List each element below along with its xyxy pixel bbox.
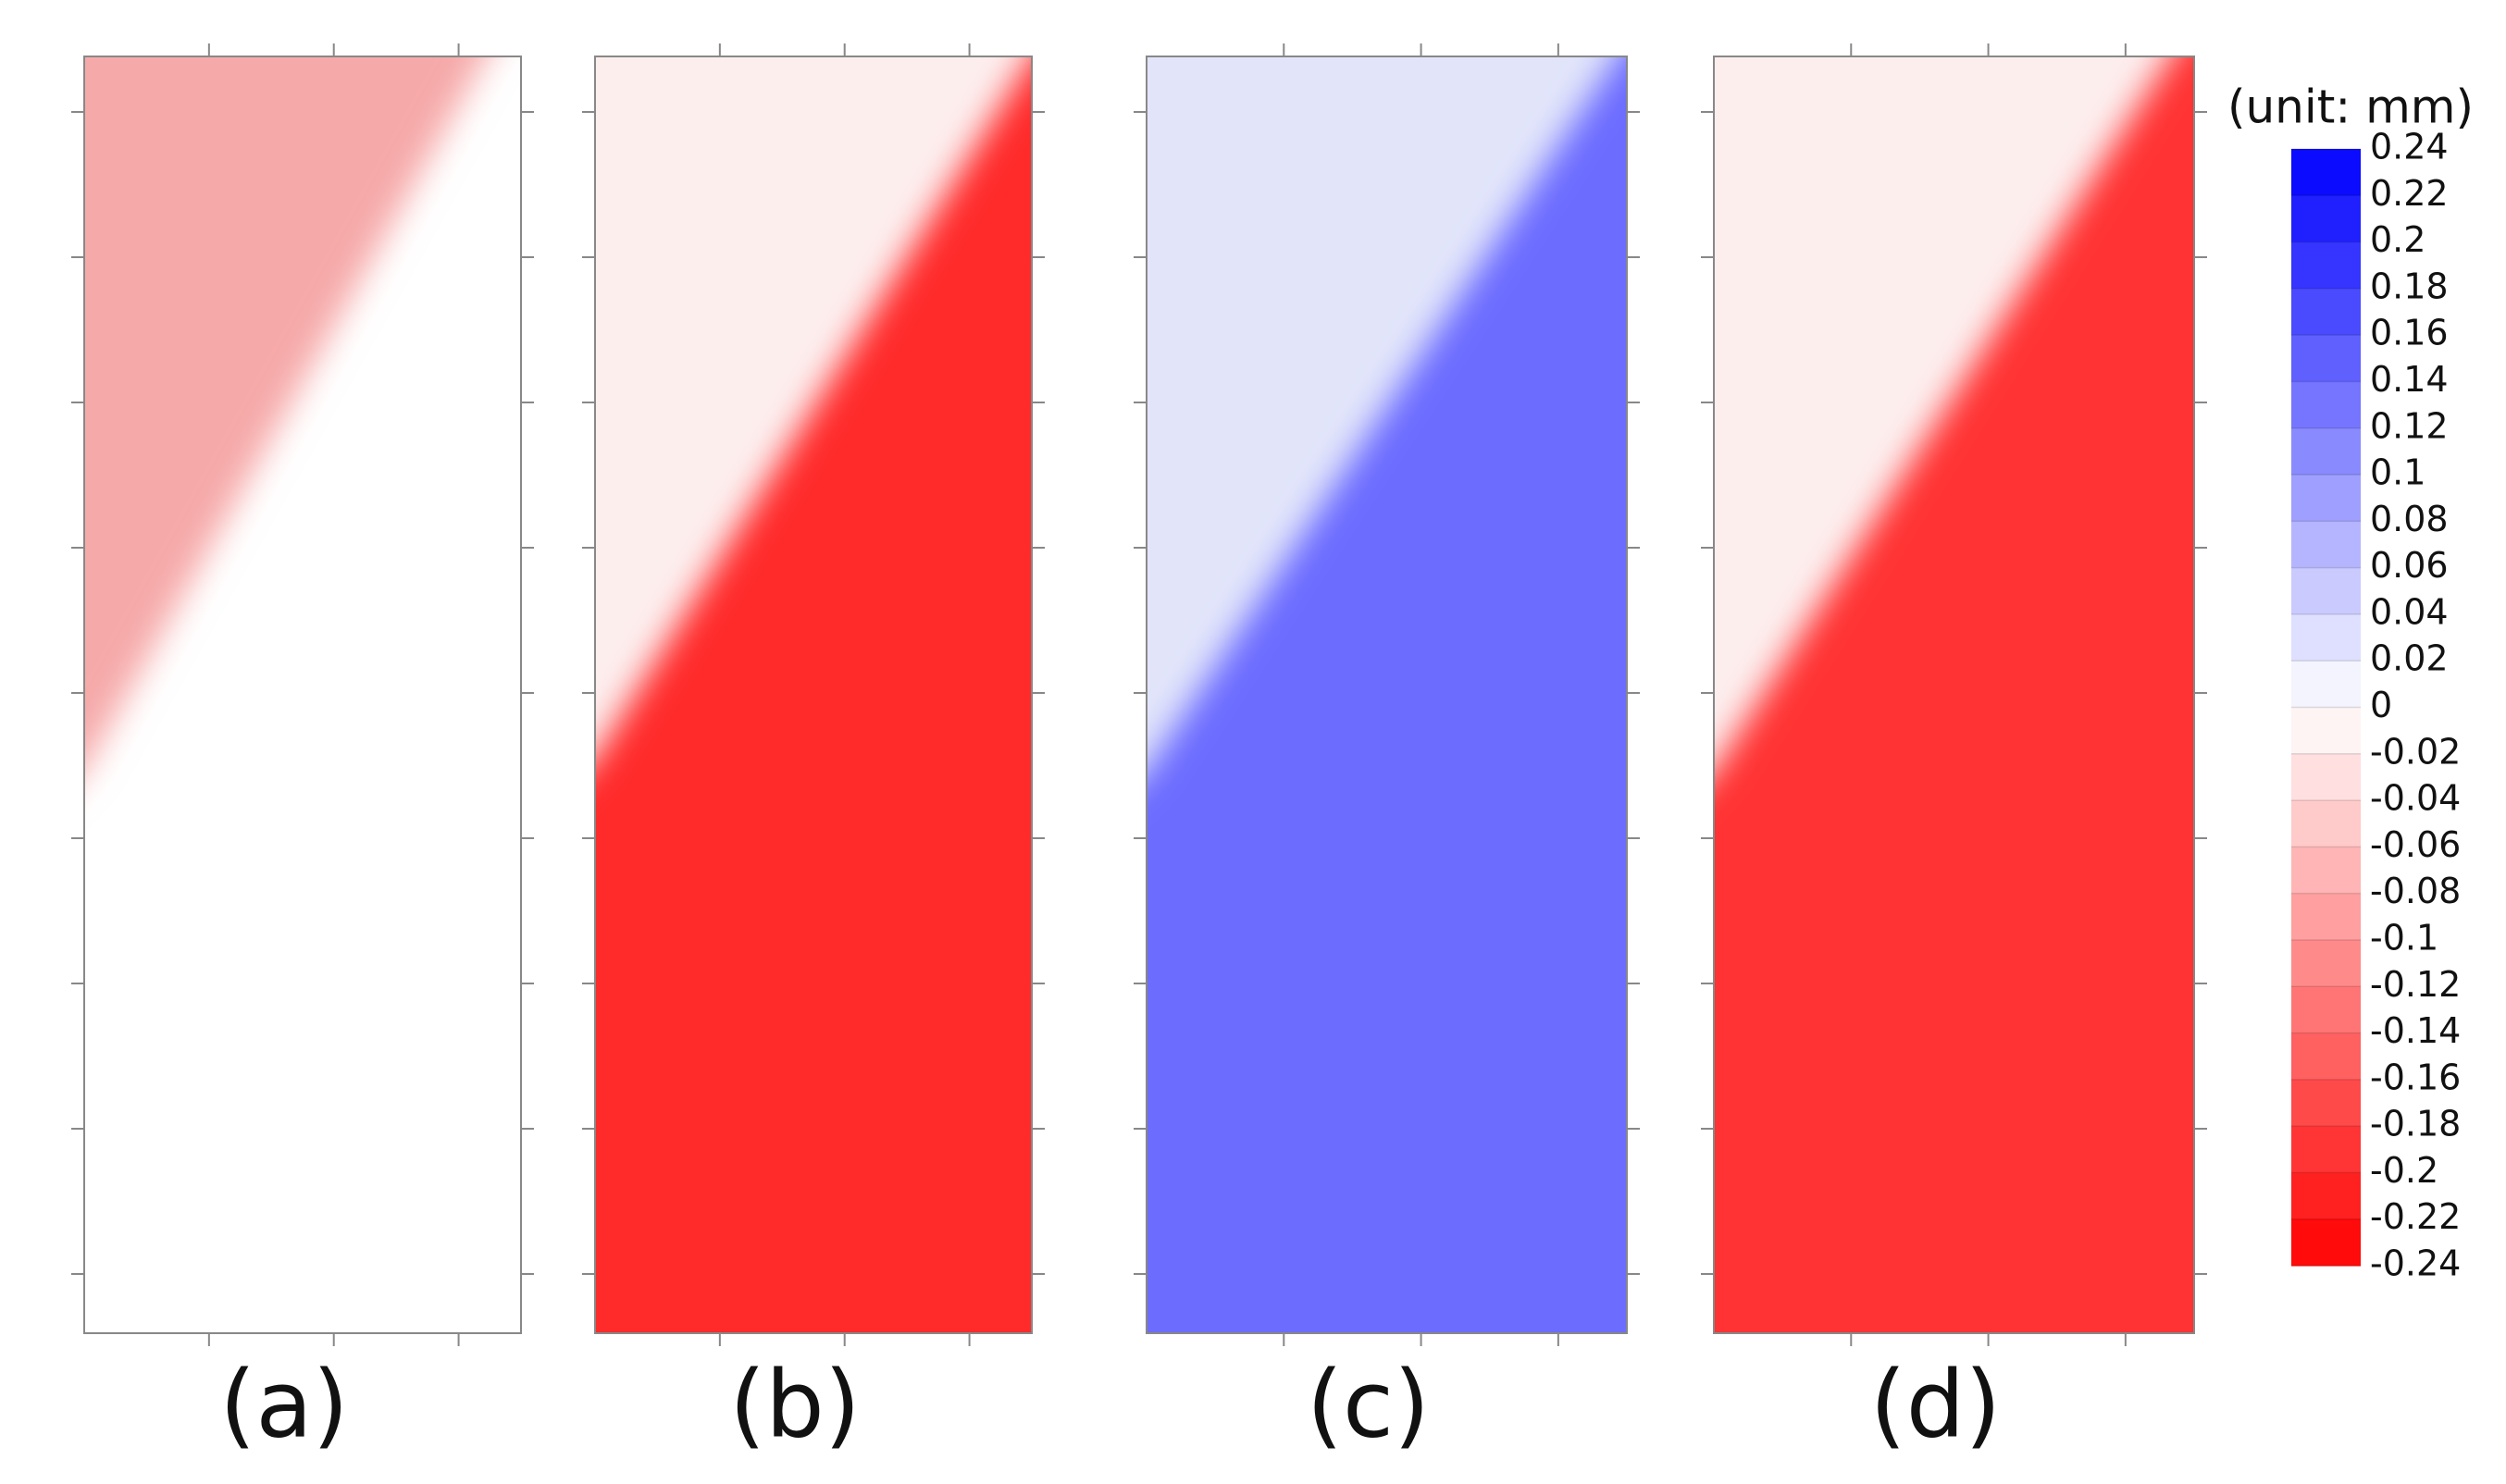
colorbar-band (2291, 475, 2361, 522)
colorbar-band (2291, 753, 2361, 801)
field-upper (595, 56, 1032, 759)
panel-label: (a) (219, 1350, 348, 1458)
colorbar-tick-label: -0.04 (2370, 778, 2461, 819)
colorbar-tick-label: 0.02 (2370, 638, 2449, 679)
colorbar-band (2291, 1218, 2361, 1267)
colorbar-band (2291, 1033, 2361, 1081)
colorbar-title: (unit: mm) (2227, 80, 2474, 134)
colorbar-band (2291, 847, 2361, 895)
colorbar-tick-label: -0.2 (2370, 1150, 2438, 1191)
panel-frame (83, 56, 522, 1334)
colorbar-tick-label: -0.24 (2370, 1243, 2461, 1284)
colorbar-band (2291, 800, 2361, 847)
contour-panel (595, 56, 1032, 1333)
colorbar-band (2291, 893, 2361, 941)
panel-label: (c) (1307, 1350, 1430, 1458)
colorbar-tick-label: -0.14 (2370, 1010, 2461, 1051)
colorbar-band (2291, 986, 2361, 1034)
colorbar-band (2291, 381, 2361, 429)
colorbar-band (2291, 567, 2361, 615)
panel-label: (b) (729, 1350, 861, 1458)
colorbar-band (2291, 939, 2361, 987)
colorbar-tick-label: -0.16 (2370, 1057, 2461, 1097)
colorbar-tick-label: 0.24 (2370, 127, 2449, 167)
colorbar-tick-label: -0.12 (2370, 964, 2461, 1005)
colorbar-band (2291, 1126, 2361, 1173)
colorbar-tick-label: 0.2 (2370, 219, 2425, 260)
colorbar-band (2291, 661, 2361, 708)
colorbar-tick-label: 0.12 (2370, 405, 2449, 446)
panel-label: (d) (1870, 1350, 2002, 1458)
colorbar-band (2291, 241, 2361, 290)
colorbar-tick-label: -0.08 (2370, 871, 2461, 911)
colorbar-tick-label: 0 (2370, 685, 2392, 725)
colorbar-band (2291, 707, 2361, 755)
colorbar-band (2291, 1079, 2361, 1127)
colorbar-tick-label: 0.16 (2370, 313, 2449, 353)
field-upper (84, 56, 487, 772)
field-upper (1714, 56, 2171, 772)
colorbar-tick-label: 0.06 (2370, 545, 2449, 586)
colorbar-tick-label: 0.18 (2370, 266, 2449, 306)
colorbar-band (2291, 195, 2361, 243)
colorbar-band (2291, 149, 2361, 196)
colorbar-band (2291, 613, 2361, 662)
colorbar-tick-label: 0.1 (2370, 452, 2425, 493)
colorbar-tick-label: 0.08 (2370, 499, 2449, 539)
colorbar-tick-label: 0.04 (2370, 591, 2449, 632)
colorbar-band (2291, 1172, 2361, 1220)
colorbar-tick-label: -0.18 (2370, 1104, 2461, 1144)
colorbar-band (2291, 288, 2361, 336)
contour-panel (84, 56, 521, 1333)
panel-frame (1146, 56, 1628, 1334)
colorbar-band (2291, 521, 2361, 569)
colorbar-tick-label: -0.06 (2370, 824, 2461, 865)
colorbar-band (2291, 427, 2361, 476)
colorbar-band (2291, 335, 2361, 382)
colorbar-tick-label: -0.22 (2370, 1196, 2461, 1237)
panel-frame (594, 56, 1033, 1334)
contour-panel (1147, 56, 1627, 1333)
colorbar-tick-label: -0.02 (2370, 731, 2461, 772)
panel-frame (1713, 56, 2195, 1334)
field-upper (1147, 56, 1618, 772)
contour-panel (1714, 56, 2194, 1333)
colorbar-tick-label: -0.1 (2370, 917, 2438, 958)
colorbar-tick-label: 0.14 (2370, 359, 2449, 400)
colorbar-tick-label: 0.22 (2370, 173, 2449, 214)
